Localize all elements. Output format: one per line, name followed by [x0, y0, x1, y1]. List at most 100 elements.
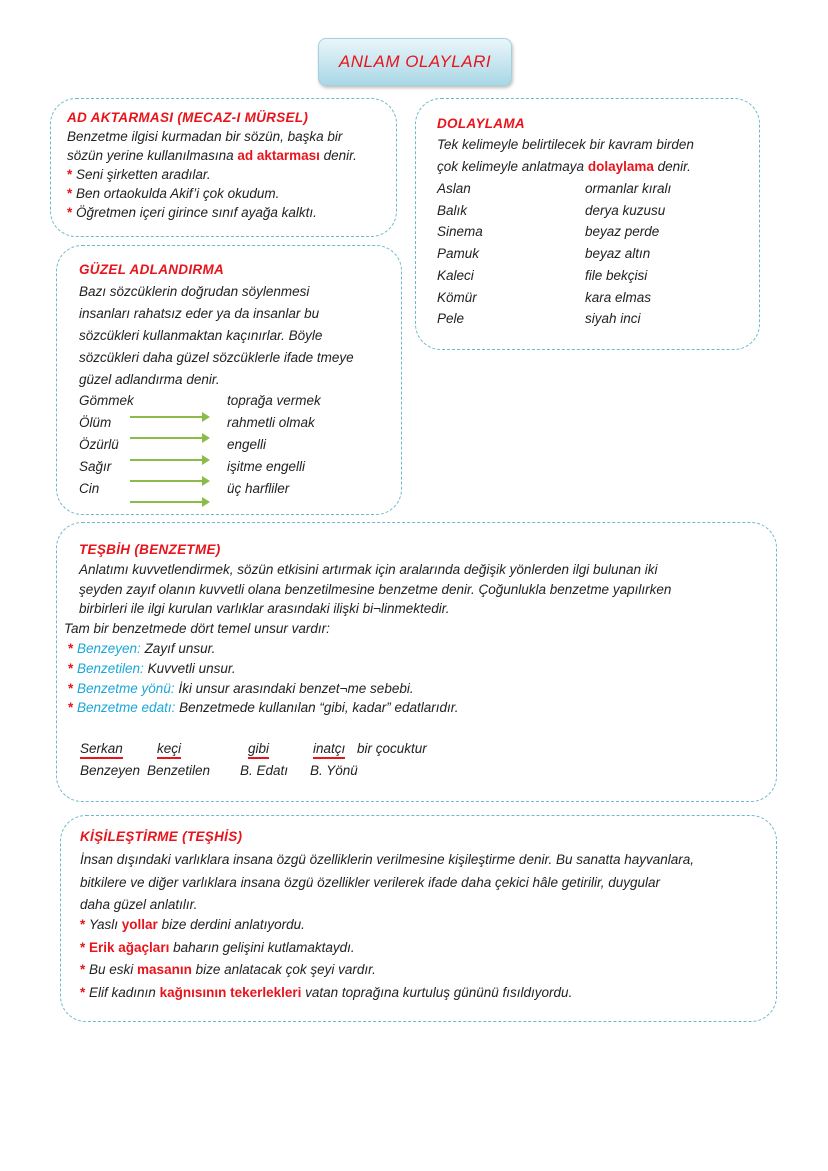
example-text: vatan toprağına kurtuluş gününü fısıldıy… — [301, 984, 573, 1000]
definition-line: Bazı sözcüklerin doğrudan söylenmesi — [79, 284, 310, 299]
example-item: * Elif kadının kağnısının tekerlekleri v… — [80, 985, 572, 1001]
example-text: Bu eski — [89, 962, 138, 977]
highlight-term: dolaylama — [587, 159, 654, 174]
element-text: Kuvvetli unsur. — [143, 661, 236, 676]
tesbih-heading: TEŞBİH (BENZETME) — [79, 542, 221, 557]
term-word: Pele — [437, 311, 465, 327]
example-label: B. Edatı — [240, 763, 289, 778]
element-text: İki unsur arasındaki benzet¬me sebebi. — [174, 681, 414, 696]
arrow-icon — [130, 433, 210, 443]
highlight-term: yollar — [121, 917, 158, 932]
example-text: Elif kadının — [89, 984, 160, 1000]
term-word: Sağır — [79, 459, 112, 474]
underlined-word: keçi — [157, 741, 182, 759]
dolaylama-heading: DOLAYLAMA — [437, 116, 525, 131]
element-text: Benzetmede kullanılan “gibi, kadar” edat… — [175, 700, 459, 715]
term-word: Cin — [79, 481, 100, 496]
example-item: * Bu eski masanın bize anlatacak çok şey… — [80, 962, 376, 978]
element-term: Benzetme yönü: — [77, 681, 175, 696]
definition-line: daha güzel anlatılır. — [80, 897, 198, 912]
definition-line: Benzetme ilgisi kurmadan bir sözün, başk… — [67, 129, 343, 144]
example-text: Seni şirketten aradılar. — [76, 167, 211, 182]
element-item: * Benzetme yönü: İki unsur arasındaki be… — [68, 681, 414, 697]
dolaylama-box — [415, 98, 760, 350]
kisilestirme-box — [60, 815, 777, 1022]
example-text: Öğretmen içeri girince sınıf ayağa kalkt… — [76, 205, 317, 220]
ad-aktarmasi-heading: AD AKTARMASI (MECAZ-I MÜRSEL) — [67, 110, 309, 125]
example-item: * Erik ağaçları baharın gelişini kutlama… — [80, 940, 355, 956]
example-text: baharın gelişini kutlamaktaydı. — [169, 939, 355, 955]
example-word: inatçı — [313, 741, 346, 759]
text: sözün yerine kullanılmasına — [67, 148, 238, 163]
underlined-word: gibi — [248, 741, 270, 759]
asterisk-icon: * — [68, 700, 78, 715]
definition-line: Tek kelimeyle belirtilecek bir kavram bi… — [437, 137, 694, 152]
example-item: * Seni şirketten aradılar. — [67, 167, 211, 183]
element-item: * Benzeyen: Zayıf unsur. — [68, 641, 215, 657]
term-meaning: işitme engelli — [227, 459, 306, 474]
term-meaning: ormanlar kıralı — [585, 181, 672, 196]
term-word: Aslan — [437, 181, 471, 196]
highlight-term: Erik ağaçları — [89, 939, 170, 955]
text: denir. — [319, 148, 357, 163]
term-meaning: üç harfliler — [227, 481, 290, 496]
underlined-word: inatçı — [313, 741, 346, 759]
term-meaning: beyaz perde — [585, 224, 660, 240]
term-meaning: toprağa vermek — [227, 393, 321, 408]
definition-line: çok kelimeyle anlatmaya dolaylama denir. — [437, 159, 691, 175]
term-word: Kömür — [437, 289, 477, 305]
highlight-term: ad aktarması — [237, 148, 320, 163]
guzel-adlandirma-heading: GÜZEL ADLANDIRMA — [79, 262, 225, 277]
asterisk-icon: * — [80, 962, 90, 977]
asterisk-icon: * — [67, 205, 77, 220]
term-meaning: siyah inci — [585, 311, 641, 327]
definition-line: güzel adlandırma denir. — [79, 372, 220, 387]
element-item: * Benzetilen: Kuvvetli unsur. — [68, 661, 236, 677]
definition-line: şeyden zayıf olanın kuvvetli olana benze… — [79, 582, 672, 597]
highlight-term: masanın — [137, 962, 192, 977]
underlined-word: Serkan — [80, 741, 123, 759]
term-word: Kaleci — [437, 267, 474, 283]
term-word: Ölüm — [79, 415, 112, 430]
term-word: Gömmek — [79, 393, 134, 408]
element-item: * Benzetme edatı: Benzetmede kullanılan … — [68, 700, 458, 716]
example-text: Yaslı — [89, 917, 122, 932]
tesbih-box — [56, 522, 777, 802]
definition-line: sözcükleri kullanmaktan kaçınırlar. Böyl… — [79, 328, 323, 343]
example-label: Benzeyen — [80, 763, 141, 778]
element-text: Zayıf unsur. — [140, 641, 216, 656]
term-meaning: rahmetli olmak — [227, 415, 315, 430]
asterisk-icon: * — [68, 641, 78, 656]
example-item: * Yaslı yollar bize derdini anlatıyordu. — [80, 917, 305, 933]
example-tail: bir çocuktur — [357, 741, 427, 756]
arrow-icon — [130, 476, 210, 486]
text: çok kelimeyle anlatmaya — [437, 159, 588, 174]
term-meaning: file bekçisi — [585, 267, 648, 283]
asterisk-icon: * — [68, 681, 78, 696]
asterisk-icon: * — [67, 167, 77, 182]
kisilestirme-heading: KİŞİLEŞTİRME (TEŞHİS) — [80, 829, 243, 844]
guzel-adlandirma-box — [56, 245, 402, 515]
example-item: * Ben ortaokulda Akif’i çok okudum. — [67, 186, 279, 202]
example-text: bize anlatacak çok şeyi vardır. — [191, 962, 376, 977]
term-meaning: engelli — [227, 437, 267, 452]
definition-line: Anlatımı kuvvetlendirmek, sözün etkisini… — [79, 562, 658, 577]
asterisk-icon: * — [80, 984, 90, 1000]
ad-aktarmasi-box — [50, 98, 397, 237]
definition-line: İnsan dışındaki varlıklara insana özgü ö… — [80, 852, 695, 867]
term-word: Özürlü — [79, 437, 119, 452]
arrow-icon — [130, 412, 210, 422]
page-title: ANLAM OLAYLARI — [318, 38, 512, 86]
asterisk-icon: * — [80, 939, 90, 955]
definition-line: bitkilere ve diğer varlıklara insana özg… — [80, 875, 661, 890]
definition-line: sözün yerine kullanılmasına ad aktarması… — [67, 148, 357, 164]
highlight-term: kağnısının tekerlekleri — [159, 984, 302, 1000]
term-word: Pamuk — [437, 246, 480, 262]
example-text: Ben ortaokulda Akif’i çok okudum. — [76, 186, 280, 201]
example-label: Benzetilen — [147, 763, 211, 778]
asterisk-icon: * — [67, 186, 77, 201]
arrow-icon — [130, 497, 210, 507]
term-word: Sinema — [437, 224, 483, 240]
intro-line: Tam bir benzetmede dört temel unsur vard… — [64, 621, 330, 636]
example-item: * Öğretmen içeri girince sınıf ayağa kal… — [67, 205, 317, 221]
